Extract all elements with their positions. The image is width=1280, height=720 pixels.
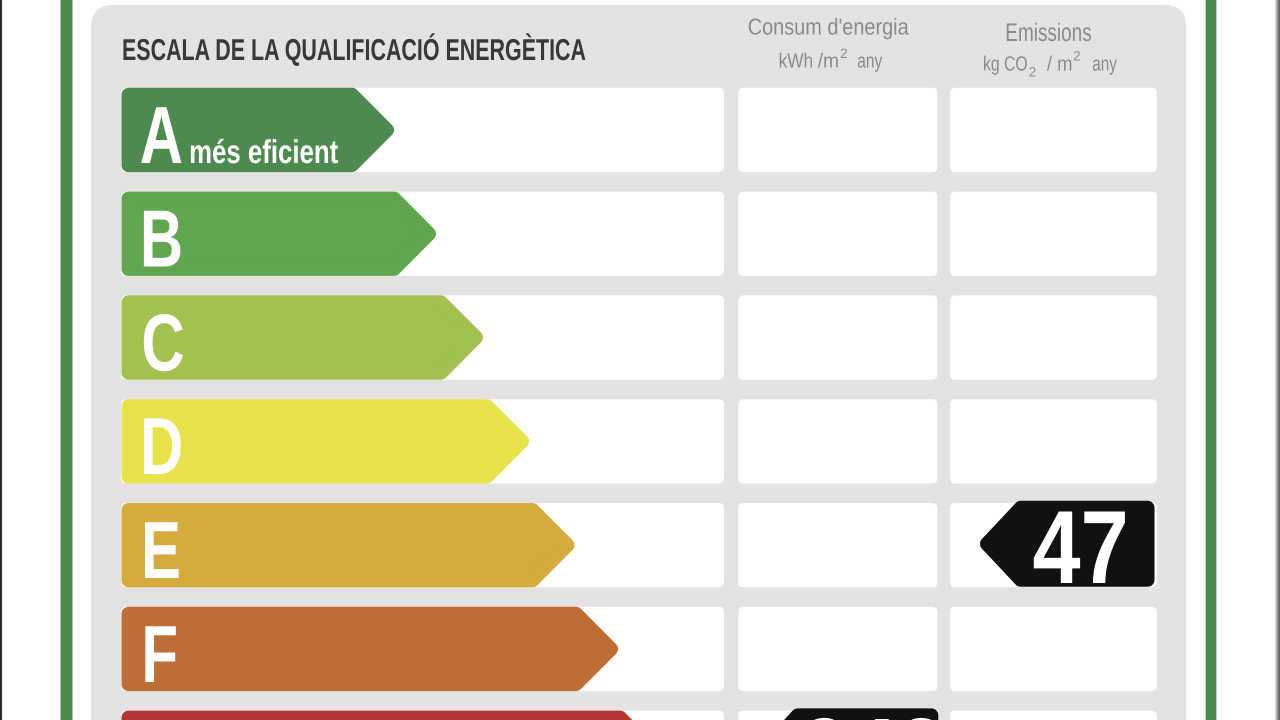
svg-text:2: 2 [840,46,848,61]
svg-text:Emissions: Emissions [1005,19,1091,47]
svg-text:2: 2 [1029,65,1037,80]
svg-text:any: any [1092,53,1117,76]
svg-text:C: C [141,298,184,388]
svg-text:2: 2 [1073,49,1081,64]
svg-text:/m: /m [818,49,839,72]
svg-text:any: any [857,49,882,72]
svg-text:kWh: kWh [779,49,814,72]
svg-text:47: 47 [1033,490,1129,606]
svg-text:Consum d'energia: Consum d'energia [748,14,909,40]
svg-text:A: A [140,91,183,181]
svg-text:B: B [140,195,183,285]
svg-text:kg CO: kg CO [983,53,1028,76]
svg-text:/ m: / m [1047,53,1073,76]
svg-text:242: 242 [800,698,946,720]
svg-text:ESCALA DE LA QUALIFICACIÓ ENER: ESCALA DE LA QUALIFICACIÓ ENERGÈTICA [122,33,586,67]
svg-text:D: D [140,402,183,492]
svg-text:E: E [141,506,181,596]
svg-text:F: F [141,610,178,700]
svg-text:més eficient: més eficient [189,133,338,170]
